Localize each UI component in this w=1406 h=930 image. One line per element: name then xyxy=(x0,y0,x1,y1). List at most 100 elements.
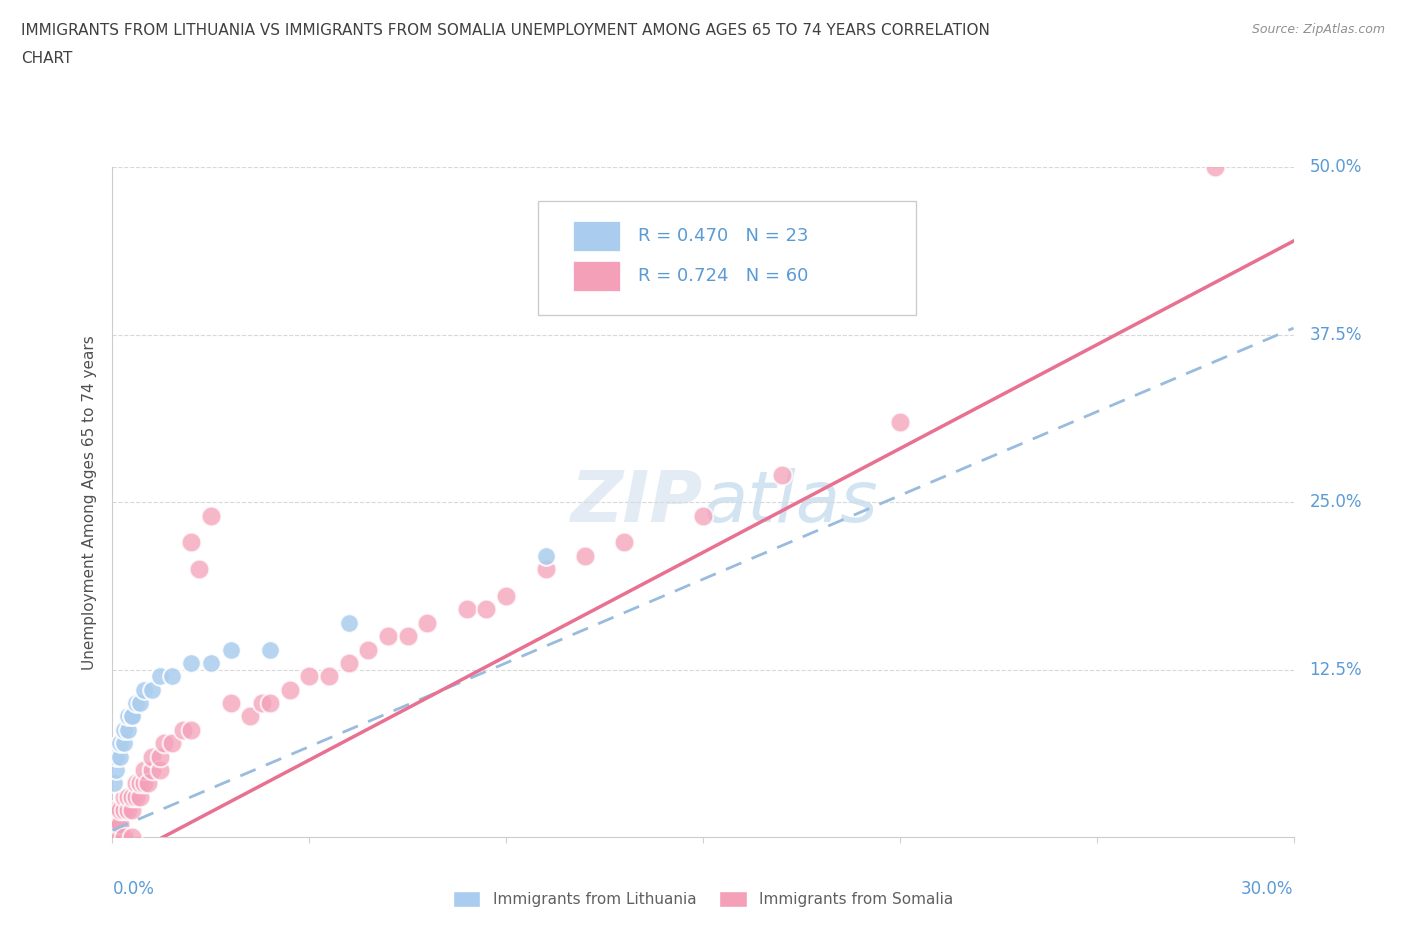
Y-axis label: Unemployment Among Ages 65 to 74 years: Unemployment Among Ages 65 to 74 years xyxy=(82,335,97,670)
Text: R = 0.724   N = 60: R = 0.724 N = 60 xyxy=(638,267,808,285)
Point xyxy=(103,817,125,831)
Point xyxy=(149,669,172,684)
Point xyxy=(160,669,183,684)
Point xyxy=(112,790,135,804)
Point xyxy=(357,642,380,657)
Point xyxy=(219,642,242,657)
Point xyxy=(103,830,125,844)
Point xyxy=(692,508,714,523)
Point xyxy=(239,709,262,724)
Point xyxy=(121,790,143,804)
Point xyxy=(105,803,128,817)
Point xyxy=(129,696,152,711)
Point xyxy=(132,763,155,777)
Point xyxy=(117,709,139,724)
Point xyxy=(200,508,222,523)
Point xyxy=(534,549,557,564)
Point xyxy=(121,709,143,724)
Point xyxy=(318,669,340,684)
Point xyxy=(117,803,139,817)
Point xyxy=(141,683,163,698)
Point xyxy=(889,415,911,430)
Point xyxy=(259,642,281,657)
Point xyxy=(110,817,132,831)
Point xyxy=(105,830,128,844)
Point xyxy=(574,549,596,564)
Point xyxy=(112,723,135,737)
Text: Source: ZipAtlas.com: Source: ZipAtlas.com xyxy=(1251,23,1385,36)
Point xyxy=(219,696,242,711)
Point xyxy=(475,602,498,617)
Point xyxy=(149,750,172,764)
Text: CHART: CHART xyxy=(21,51,73,66)
Point xyxy=(112,803,135,817)
Point xyxy=(125,696,148,711)
Point xyxy=(180,535,202,550)
Legend: Immigrants from Lithuania, Immigrants from Somalia: Immigrants from Lithuania, Immigrants fr… xyxy=(447,884,959,913)
Point xyxy=(613,535,636,550)
Text: 50.0%: 50.0% xyxy=(1309,158,1361,177)
Point xyxy=(110,750,132,764)
Point xyxy=(125,776,148,790)
Text: atlas: atlas xyxy=(703,468,877,537)
Point xyxy=(103,776,125,790)
Point xyxy=(117,790,139,804)
Point xyxy=(129,790,152,804)
FancyBboxPatch shape xyxy=(574,221,620,251)
Point xyxy=(172,723,194,737)
Point xyxy=(278,683,301,698)
Point xyxy=(152,736,174,751)
FancyBboxPatch shape xyxy=(574,261,620,291)
Point xyxy=(141,750,163,764)
Point xyxy=(125,790,148,804)
Point xyxy=(770,468,793,483)
Point xyxy=(180,656,202,671)
Point xyxy=(112,736,135,751)
Point xyxy=(104,830,127,844)
Point xyxy=(141,763,163,777)
Point xyxy=(129,776,152,790)
Point xyxy=(132,683,155,698)
Text: IMMIGRANTS FROM LITHUANIA VS IMMIGRANTS FROM SOMALIA UNEMPLOYMENT AMONG AGES 65 : IMMIGRANTS FROM LITHUANIA VS IMMIGRANTS … xyxy=(21,23,990,38)
Point xyxy=(377,629,399,644)
Point xyxy=(298,669,321,684)
Point xyxy=(160,736,183,751)
Point xyxy=(259,696,281,711)
Text: 25.0%: 25.0% xyxy=(1309,493,1362,512)
Text: R = 0.470   N = 23: R = 0.470 N = 23 xyxy=(638,227,808,245)
Point xyxy=(121,803,143,817)
Point xyxy=(105,750,128,764)
Point xyxy=(110,830,132,844)
Point xyxy=(136,776,159,790)
Point xyxy=(121,709,143,724)
FancyBboxPatch shape xyxy=(537,201,915,314)
Point xyxy=(200,656,222,671)
Point xyxy=(132,776,155,790)
Point xyxy=(1204,160,1226,175)
Text: 0.0%: 0.0% xyxy=(112,880,155,897)
Text: 37.5%: 37.5% xyxy=(1309,326,1362,344)
Point xyxy=(396,629,419,644)
Point xyxy=(534,562,557,577)
Point xyxy=(188,562,211,577)
Point xyxy=(456,602,478,617)
Point xyxy=(105,763,128,777)
Point xyxy=(495,589,517,604)
Point xyxy=(180,723,202,737)
Point xyxy=(110,736,132,751)
Text: ZIP: ZIP xyxy=(571,468,703,537)
Point xyxy=(337,616,360,631)
Point xyxy=(250,696,273,711)
Point xyxy=(149,763,172,777)
Point xyxy=(105,817,128,831)
Point xyxy=(107,817,129,831)
Point xyxy=(117,723,139,737)
Point xyxy=(104,803,127,817)
Point xyxy=(103,817,125,831)
Point xyxy=(112,830,135,844)
Point xyxy=(337,656,360,671)
Point xyxy=(416,616,439,631)
Text: 12.5%: 12.5% xyxy=(1309,660,1362,679)
Point xyxy=(110,803,132,817)
Point xyxy=(121,830,143,844)
